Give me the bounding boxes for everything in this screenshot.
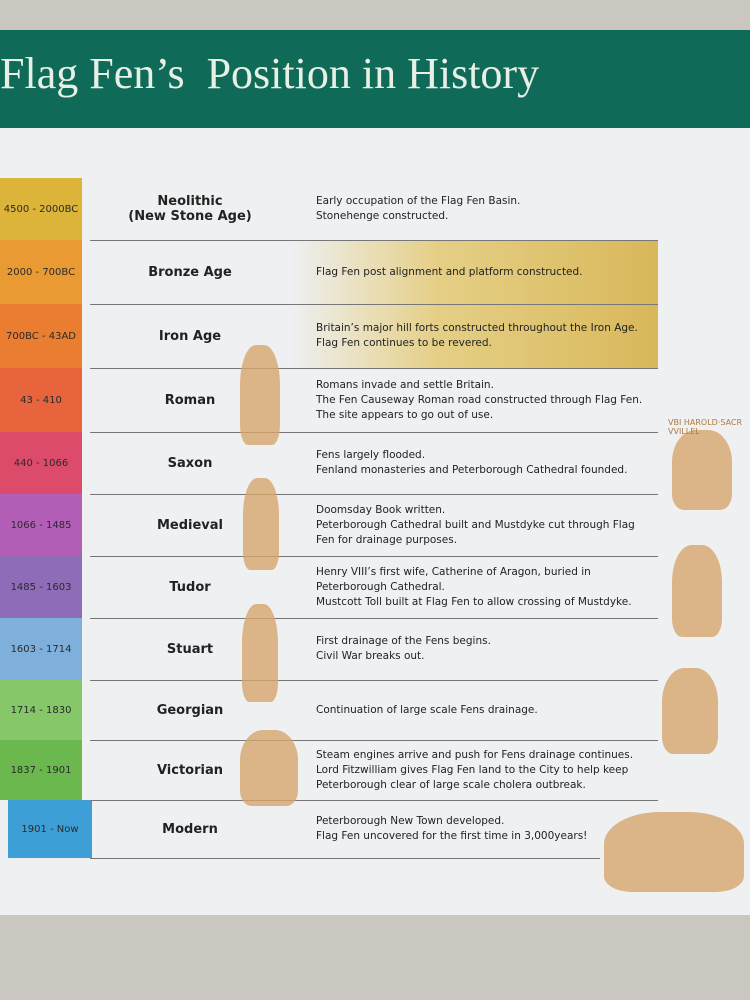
row-separator [90, 368, 658, 369]
event-line: First drainage of the Fens begins. [316, 635, 491, 647]
date-cell: 43 - 410 [0, 368, 82, 432]
period-line: Medieval [156, 517, 224, 533]
events: Flag Fen post alignment and platform con… [316, 240, 656, 304]
period: Georgian [100, 680, 280, 740]
row-separator [90, 858, 600, 859]
date-cell: 1485 - 1603 [0, 556, 82, 618]
event-line: Fens largely flooded. [316, 449, 426, 461]
date-cell: 1714 - 1830 [0, 680, 82, 740]
period: Victorian [100, 740, 280, 800]
row-separator [90, 432, 658, 433]
events: Romans invade and settle Britain. The Fen… [316, 368, 656, 432]
period-line: Saxon [167, 455, 213, 471]
events: Peterborough New Town developed. Flag Fen… [316, 800, 656, 858]
period: Tudor [100, 556, 280, 618]
event-line: Flag Fen uncovered for the first time in… [316, 830, 588, 842]
figure [604, 812, 744, 892]
title: Flag Fen’s Position in History [0, 49, 540, 98]
events: Henry VIII’s first wife, Catherine of Ar… [316, 556, 656, 618]
row-separator [90, 494, 658, 495]
period-line: Stuart [166, 641, 214, 657]
date-cell: 1837 - 1901 [0, 740, 82, 800]
period: Bronze Age [100, 240, 280, 304]
date-cell: 1066 - 1485 [0, 494, 82, 556]
event-line: Early occupation of the Flag Fen Basin. [316, 195, 521, 207]
period: Neolithic (New Stone Age) [100, 178, 280, 240]
figure [672, 545, 722, 637]
event-line: Civil War breaks out. [316, 650, 425, 662]
event-line: Fenland monasteries and Peterborough Cat… [316, 464, 628, 476]
period-line: Bronze Age [148, 264, 232, 280]
event-line: Flag Fen post alignment and platform con… [316, 265, 583, 278]
event-line: Fen for drainage purposes. [316, 533, 458, 546]
date-cell: 1603 - 1714 [0, 618, 82, 680]
event-line: The Fen Causeway Roman road constructed … [316, 393, 643, 406]
date-cell: 4500 - 2000BC [0, 178, 82, 240]
row-separator [90, 800, 658, 801]
period-line: Tudor [169, 579, 211, 595]
period-line: Iron Age [158, 328, 222, 344]
event-line: Britain’s major hill forts constructed t… [316, 322, 638, 334]
figure [242, 604, 278, 702]
period: Roman [100, 368, 280, 432]
event-line: Flag Fen continues to be revered. [316, 337, 492, 349]
period-line: Georgian [156, 702, 224, 718]
events: Early occupation of the Flag Fen Basin. S… [316, 178, 656, 240]
figure [240, 730, 298, 806]
period-line: (New Stone Age) [128, 209, 252, 224]
event-line: Romans invade and settle Britain. [316, 378, 494, 391]
period: Modern [100, 800, 280, 858]
row-separator [90, 618, 658, 619]
events: Steam engines arrive and push for Fens d… [316, 740, 656, 800]
event-line: Stonehenge constructed. [316, 210, 449, 222]
row-separator [90, 304, 658, 305]
events: First drainage of the Fens begins. Civil … [316, 618, 656, 680]
events: Fens largely flooded. Fenland monasteries… [316, 432, 656, 494]
event-line: Peterborough Cathedral. [316, 580, 445, 593]
row-separator [90, 680, 658, 681]
row-separator [90, 740, 658, 741]
figure [672, 430, 732, 510]
date-cell: 700BC - 43AD [0, 304, 82, 368]
period: Saxon [100, 432, 280, 494]
events: Britain’s major hill forts constructed t… [316, 304, 656, 368]
figure [243, 478, 279, 570]
event-line: Mustcott Toll built at Flag Fen to allow… [316, 595, 632, 608]
caption: VBI HAROLD·SACR VVILLEL [668, 418, 743, 436]
date-cell: 1901 - Now [8, 800, 92, 858]
banner [0, 30, 750, 128]
period: Iron Age [100, 304, 280, 368]
period-line: Modern [162, 821, 218, 837]
event-line: Peterborough Cathedral built and Mustdyk… [316, 518, 635, 531]
event-line: Doomsday Book written. [316, 503, 446, 516]
row-separator [90, 240, 658, 241]
event-line: Henry VIII’s first wife, Catherine of Ar… [316, 565, 591, 578]
event-line: Lord Fitzwilliam gives Flag Fen land to … [316, 763, 629, 776]
events: Continuation of large scale Fens drainag… [316, 680, 656, 740]
events: Doomsday Book written. Peterborough Cathe… [316, 494, 656, 556]
figure [240, 345, 280, 445]
figure [662, 668, 718, 754]
period: Medieval [100, 494, 280, 556]
event-line: The site appears to go out of use. [316, 408, 494, 421]
date-cell: 2000 - 700BC [0, 240, 82, 304]
event-line: Peterborough clear of large scale choler… [316, 778, 586, 791]
event-line: Continuation of large scale Fens drainag… [316, 703, 538, 716]
event-line: Steam engines arrive and push for Fens d… [316, 748, 634, 761]
period-line: Victorian [156, 762, 224, 778]
highlight [290, 304, 658, 368]
row-separator [90, 556, 658, 557]
period-line: Roman [164, 392, 216, 408]
event-line: Peterborough New Town developed. [316, 815, 505, 827]
period-line: Neolithic [157, 194, 223, 209]
highlight [290, 240, 658, 304]
period: Stuart [100, 618, 280, 680]
date-cell: 440 - 1066 [0, 432, 82, 494]
